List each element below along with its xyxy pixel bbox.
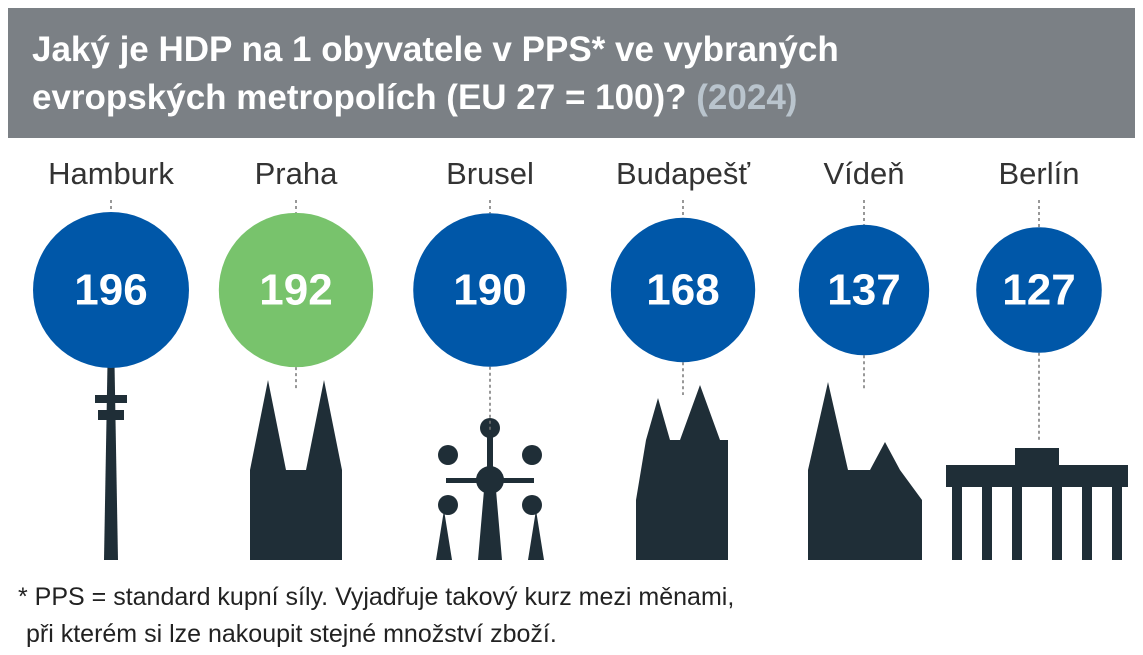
landmark-budapest	[636, 385, 728, 560]
landmark-viden	[808, 382, 922, 560]
landmark-hamburg	[98, 410, 124, 420]
landmark-berlin	[946, 448, 1128, 560]
footnote: při kterém si lze nakoupit stejné množst…	[26, 620, 557, 648]
landmark-brusel	[436, 418, 544, 560]
bubble	[413, 213, 567, 367]
category-label: Hamburk	[48, 156, 174, 191]
value-label: 196	[74, 266, 147, 315]
landmark-praha	[250, 380, 342, 560]
header-bar: Jaký je HDP na 1 obyvatele v PPS* ve vyb…	[8, 8, 1135, 138]
value-label: 137	[827, 266, 900, 315]
category-label: Praha	[255, 156, 338, 191]
landmark-hamburg	[104, 335, 118, 560]
subtitle: (2024)	[696, 78, 798, 117]
category-label: Budapešť	[616, 156, 750, 191]
title: Jaký je HDP na 1 obyvatele v PPS* ve vyb…	[32, 30, 839, 117]
bubble	[610, 217, 756, 363]
bubble	[218, 212, 374, 368]
category-label: Vídeň	[823, 156, 904, 191]
value-label: 127	[1002, 266, 1075, 315]
bubble	[33, 212, 189, 368]
category-label: Berlín	[999, 156, 1080, 191]
value-label: 168	[646, 266, 719, 315]
footnote: * PPS = standard kupní síly. Vyjadřuje t…	[18, 583, 735, 611]
bubble	[976, 227, 1102, 353]
value-label: 190	[453, 266, 526, 315]
value-label: 192	[259, 266, 332, 315]
title-block: Jaký je HDP na 1 obyvatele v PPS* ve vyb…	[32, 26, 972, 122]
landmarks	[95, 335, 1128, 560]
landmark-hamburg	[95, 395, 127, 403]
bubble	[798, 224, 930, 356]
category-label: Brusel	[446, 156, 534, 191]
